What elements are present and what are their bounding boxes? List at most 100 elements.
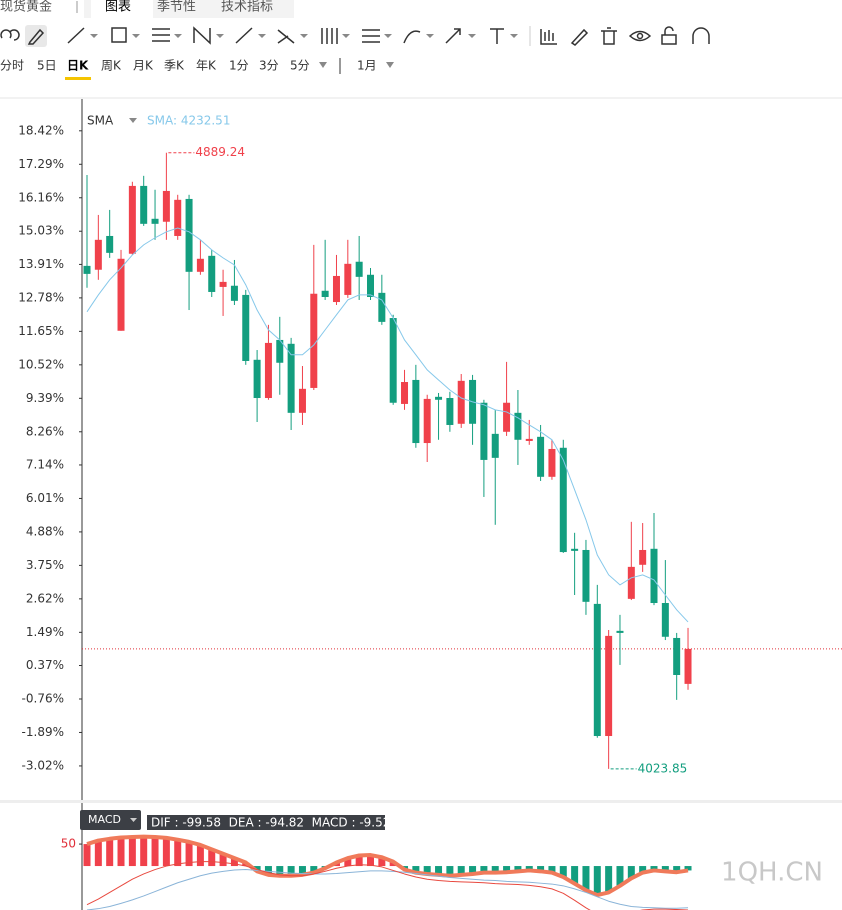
- tool-icon[interactable]: [490, 28, 504, 44]
- tool-icon[interactable]: [601, 27, 617, 45]
- macd-bar: [367, 855, 374, 867]
- period[interactable]: 5日: [37, 59, 57, 73]
- macd-bar: [605, 866, 613, 893]
- candle-body: [344, 263, 352, 295]
- tab[interactable]: 现货黄金: [0, 0, 52, 15]
- candle-body: [106, 235, 114, 253]
- tool-icon[interactable]: [636, 32, 644, 40]
- tool-icon[interactable]: [235, 27, 253, 44]
- y-tick-label: 1.49%: [26, 625, 64, 639]
- candle-body: [525, 438, 533, 441]
- candle-body: [264, 342, 272, 399]
- dea-line: [86, 869, 689, 910]
- tool-icon[interactable]: [403, 30, 421, 44]
- candle-body: [389, 318, 397, 403]
- tab[interactable]: 季节性: [157, 0, 196, 15]
- tool-icon[interactable]: [362, 29, 380, 43]
- macd-name[interactable]: MACD: [88, 813, 121, 826]
- macd-bar: [230, 858, 238, 867]
- macd-bar: [537, 866, 545, 872]
- candle-body: [253, 359, 261, 399]
- macd-bar: [298, 866, 306, 875]
- candle-body: [446, 398, 454, 425]
- macd-bar: [128, 837, 136, 867]
- tool-icon[interactable]: [0, 29, 20, 41]
- macd-bar: [571, 866, 579, 884]
- macd-bar: [106, 838, 114, 867]
- macd-button[interactable]: [80, 810, 141, 830]
- macd-bar: [582, 866, 590, 891]
- y-tick-label: 18.42%: [18, 123, 64, 137]
- candle-body: [616, 630, 624, 633]
- macd-bar: [185, 841, 193, 867]
- macd-bar: [253, 866, 261, 872]
- candle-body: [571, 548, 579, 551]
- tool-icon[interactable]: [570, 28, 589, 46]
- tool-icon[interactable]: [628, 30, 652, 42]
- tool-icon[interactable]: [27, 28, 45, 45]
- candle-body: [242, 294, 250, 361]
- macd-bar: [503, 866, 511, 873]
- candle-body: [196, 258, 204, 272]
- macd-bar: [435, 866, 443, 875]
- macd-dropdown[interactable]: [130, 818, 137, 822]
- macd-bar: [264, 866, 272, 875]
- period-underline: [65, 77, 91, 80]
- macd-bar: [117, 837, 125, 867]
- tool-icon[interactable]: [540, 29, 557, 45]
- candle-body: [401, 382, 409, 404]
- y-tick-label: 8.26%: [26, 424, 64, 438]
- period[interactable]: 日K: [67, 59, 89, 73]
- candle-body: [185, 198, 193, 272]
- tab[interactable]: 技术指标: [221, 0, 273, 15]
- period-dropdown[interactable]: [386, 62, 394, 68]
- period[interactable]: 年K: [196, 59, 217, 73]
- candle-body: [537, 436, 545, 477]
- macd-bar: [196, 844, 204, 867]
- period[interactable]: 1分: [229, 59, 249, 73]
- candle-body: [457, 380, 465, 424]
- period[interactable]: 季K: [164, 59, 185, 73]
- tab-active-bg: [91, 0, 153, 18]
- period[interactable]: 1月: [357, 59, 377, 73]
- indicator-name[interactable]: SMA: [87, 114, 114, 128]
- candle-body: [503, 402, 511, 432]
- tool-active[interactable]: [25, 25, 47, 47]
- candle-body: [83, 265, 91, 274]
- candle-body: [151, 218, 159, 224]
- tool-icon[interactable]: [67, 27, 85, 44]
- macd-legend-box: [147, 815, 385, 830]
- y-tick-label: 2.62%: [26, 591, 64, 605]
- candle-body: [480, 402, 488, 460]
- sma-line: [86, 227, 689, 623]
- period-dropdown[interactable]: [319, 62, 327, 68]
- macd-bar: [151, 837, 159, 867]
- tool-icon[interactable]: [321, 28, 338, 44]
- period[interactable]: 3分: [259, 59, 279, 73]
- candle-body: [423, 398, 431, 444]
- y-tick-label: 15.03%: [18, 224, 64, 238]
- candle-body: [605, 635, 613, 737]
- period[interactable]: 月K: [133, 59, 154, 73]
- tool-icon[interactable]: [111, 27, 127, 43]
- candle-body: [639, 549, 647, 565]
- macd-bar: [412, 866, 420, 873]
- tool-icon[interactable]: [445, 28, 461, 44]
- candle-body: [582, 549, 590, 602]
- period[interactable]: 周K: [101, 59, 122, 73]
- candle-body: [435, 396, 443, 400]
- tool-icon[interactable]: [152, 28, 170, 42]
- tool-icon[interactable]: [692, 27, 710, 44]
- candle-body: [208, 255, 216, 292]
- tab[interactable]: 图表: [105, 0, 131, 15]
- period[interactable]: 5分: [290, 59, 310, 73]
- tool-icon[interactable]: [193, 26, 211, 45]
- y-tick-label: 50: [61, 837, 76, 851]
- indicator-dropdown[interactable]: [129, 118, 137, 123]
- dropdown-arrows[interactable]: [90, 34, 518, 38]
- macd-bar: [219, 853, 227, 867]
- tool-icon[interactable]: [661, 26, 677, 45]
- tool-icon[interactable]: [277, 29, 295, 44]
- period[interactable]: 分时: [0, 59, 24, 73]
